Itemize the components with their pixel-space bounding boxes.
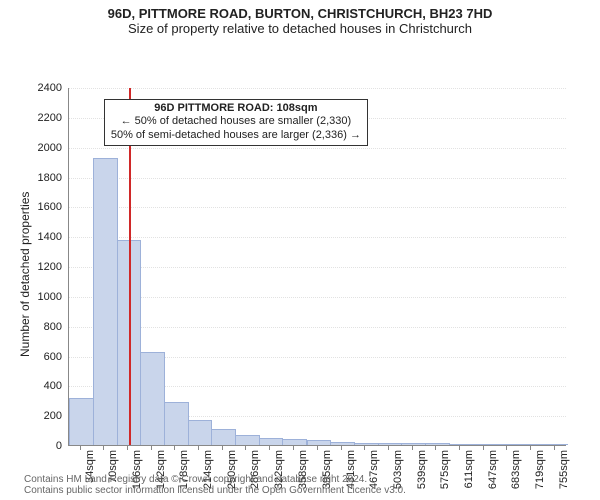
x-tick: [554, 446, 555, 450]
x-tick: [151, 446, 152, 450]
x-tick: [459, 446, 460, 450]
histogram-bar: [307, 440, 332, 445]
y-tick-label: 1000: [22, 291, 62, 303]
y-tick-label: 600: [22, 351, 62, 363]
histogram-bar: [164, 402, 189, 445]
gridline: [69, 178, 566, 179]
histogram-bar: [330, 442, 355, 445]
histogram-bar: [401, 443, 426, 445]
x-tick: [412, 446, 413, 450]
y-tick-label: 2000: [22, 142, 62, 154]
histogram-bar: [472, 444, 497, 445]
histogram-bar: [93, 158, 118, 445]
x-tick: [341, 446, 342, 450]
histogram-bar: [543, 444, 568, 445]
y-tick-label: 0: [22, 440, 62, 452]
x-tick: [222, 446, 223, 450]
title-line-1: 96D, PITTMORE ROAD, BURTON, CHRISTCHURCH…: [0, 6, 600, 21]
chart-titles: 96D, PITTMORE ROAD, BURTON, CHRISTCHURCH…: [0, 0, 600, 36]
histogram-bar: [282, 439, 307, 445]
legend-box: 96D PITTMORE ROAD: 108sqm← 50% of detach…: [104, 99, 368, 146]
histogram-bar: [378, 443, 403, 445]
x-tick: [388, 446, 389, 450]
x-tick: [198, 446, 199, 450]
x-tick: [293, 446, 294, 450]
histogram-bar: [188, 420, 213, 445]
title-line-2: Size of property relative to detached ho…: [0, 21, 600, 36]
x-tick-label: 539sqm: [416, 450, 428, 500]
x-tick: [317, 446, 318, 450]
x-tick: [530, 446, 531, 450]
x-tick-label: 611sqm: [463, 450, 475, 500]
gridline: [69, 88, 566, 89]
histogram-bar: [69, 398, 94, 445]
histogram-bar: [449, 444, 474, 445]
x-tick: [127, 446, 128, 450]
footer-line-1: Contains HM Land Registry data © Crown c…: [24, 474, 406, 485]
x-tick-label: 719sqm: [534, 450, 546, 500]
x-tick-label: 755sqm: [558, 450, 570, 500]
y-tick-label: 1400: [22, 231, 62, 243]
histogram-bar: [354, 443, 379, 445]
y-tick-label: 1600: [22, 201, 62, 213]
legend-line-2: ← 50% of detached houses are smaller (2,…: [111, 115, 361, 129]
y-tick-label: 1800: [22, 172, 62, 184]
histogram-bar: [140, 352, 165, 445]
histogram-bar: [259, 438, 284, 445]
x-tick: [269, 446, 270, 450]
histogram-bar: [520, 444, 545, 445]
y-tick-label: 800: [22, 321, 62, 333]
gridline: [69, 267, 566, 268]
plot-area: 96D PITTMORE ROAD: 108sqm← 50% of detach…: [68, 88, 566, 446]
y-tick-label: 2400: [22, 82, 62, 94]
histogram-bar: [425, 443, 450, 445]
legend-line-1: 96D PITTMORE ROAD: 108sqm: [111, 102, 361, 116]
x-tick-label: 647sqm: [487, 450, 499, 500]
y-tick-label: 1200: [22, 261, 62, 273]
x-tick: [483, 446, 484, 450]
x-tick: [245, 446, 246, 450]
footer-line-2: Contains public sector information licen…: [24, 485, 406, 496]
footer-attribution: Contains HM Land Registry data © Crown c…: [24, 474, 406, 496]
x-tick-label: 575sqm: [439, 450, 451, 500]
y-tick-label: 2200: [22, 112, 62, 124]
x-tick: [174, 446, 175, 450]
x-tick: [364, 446, 365, 450]
gridline: [69, 327, 566, 328]
gridline: [69, 207, 566, 208]
legend-line-3: 50% of semi-detached houses are larger (…: [111, 129, 361, 143]
gridline: [69, 297, 566, 298]
y-tick-label: 400: [22, 380, 62, 392]
x-tick: [103, 446, 104, 450]
histogram-bar: [496, 444, 521, 445]
histogram-bar: [211, 429, 236, 445]
x-tick-label: 683sqm: [510, 450, 522, 500]
x-tick: [435, 446, 436, 450]
gridline: [69, 237, 566, 238]
histogram-bar: [235, 435, 260, 445]
chart-area: Number of detached properties 96D PITTMO…: [0, 36, 600, 446]
x-tick: [506, 446, 507, 450]
y-tick-label: 200: [22, 410, 62, 422]
gridline: [69, 148, 566, 149]
x-tick: [80, 446, 81, 450]
